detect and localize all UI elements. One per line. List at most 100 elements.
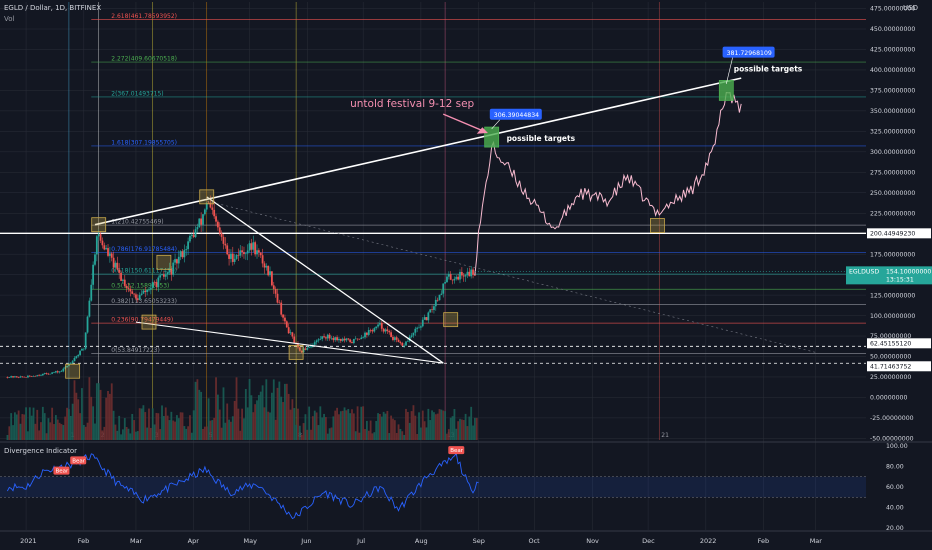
candle-body [38, 375, 41, 376]
volume-bar [168, 420, 171, 440]
volume-bar [122, 429, 124, 440]
volume-bar [440, 409, 443, 440]
volume-bar [365, 420, 368, 440]
candle-body [112, 257, 115, 268]
candle-body [135, 294, 137, 299]
price-flag-label: 306.39044834 [494, 112, 539, 119]
candle-body [32, 376, 35, 377]
volume-bar [300, 434, 303, 440]
festival-annotation: untold festival 9-12 sep [350, 98, 474, 110]
candle-body [267, 265, 270, 276]
candle-body [8, 377, 11, 378]
price-tick-label: 300.00000000 [870, 149, 915, 156]
candle-body [19, 376, 22, 378]
volume-bar [284, 383, 286, 440]
candle-body [73, 358, 76, 362]
price-flag-pointer [726, 57, 733, 84]
candle-body [470, 269, 473, 277]
volume-bar [285, 383, 288, 440]
candle-body [138, 294, 141, 300]
volume-bar [136, 431, 139, 440]
candle-body [388, 331, 391, 333]
volume-bar [43, 413, 46, 440]
candle-body [185, 249, 188, 250]
candle-body [274, 288, 277, 294]
fib-label: 0.5(132.15891653) [111, 283, 169, 290]
candle-body [466, 271, 469, 276]
volume-bar [144, 412, 147, 440]
volume-bar [129, 433, 132, 440]
volume-bar [393, 420, 396, 440]
volume-bar [248, 379, 251, 440]
candle-body [207, 202, 210, 204]
time-tick-label: Aug [415, 537, 428, 545]
volume-bar [112, 410, 115, 440]
candle-body [79, 350, 81, 355]
volume-bar [207, 398, 210, 440]
volume-bar [287, 393, 290, 440]
volume-bar [289, 409, 292, 440]
current-price-symbol: EGLDUSD [849, 268, 879, 275]
candle-body [423, 317, 426, 320]
volume-bar [224, 422, 227, 440]
candle-body [71, 361, 74, 363]
volume-bar [310, 429, 312, 440]
trendline-0 [94, 77, 742, 226]
candle-body [110, 253, 113, 258]
candle-body [427, 312, 430, 321]
volume-bar [114, 424, 117, 440]
volume-bar [12, 425, 14, 440]
volume-bar [345, 410, 348, 440]
candle-body [99, 234, 102, 241]
candle-body [289, 332, 292, 334]
volume-bar [6, 434, 9, 440]
candle-body [203, 209, 206, 215]
volume-bar [101, 430, 104, 440]
volume-bar [256, 400, 258, 440]
volume-bar [338, 414, 340, 440]
volume-bar [228, 419, 230, 440]
candle-body [276, 293, 279, 303]
price-tick-label: 450.00000000 [870, 26, 915, 33]
volume-bar [131, 413, 134, 440]
volume-bar [429, 420, 432, 440]
candle-body [431, 309, 433, 310]
level-axis-tag [867, 228, 931, 239]
volume-bar [54, 415, 57, 440]
price-tick-label: 25.00000000 [870, 374, 911, 381]
volume-bar [399, 428, 402, 440]
volume-bar [433, 412, 435, 440]
time-tick-label: Mar [130, 537, 143, 545]
volume-bar [451, 416, 454, 440]
volume-bar [99, 389, 102, 440]
volume-bar [15, 414, 18, 440]
volume-bar [397, 424, 400, 440]
candle-body [237, 255, 240, 256]
indicator-tick-label: 80.00 [886, 464, 904, 471]
volume-bar [259, 391, 262, 440]
candle-body [460, 271, 463, 276]
candle-body [256, 250, 258, 255]
volume-bar [390, 415, 392, 440]
volume-bar [120, 434, 122, 440]
volume-bar [261, 385, 264, 440]
volume-bar [427, 408, 430, 440]
volume-bar [45, 433, 48, 440]
candle-body [127, 288, 130, 290]
candle-body [179, 251, 182, 257]
volume-bar [408, 422, 411, 440]
volume-bar [380, 416, 383, 440]
volume-bar [146, 427, 149, 440]
candle-body [250, 243, 253, 250]
volume-bar [371, 433, 374, 440]
candle-body [77, 354, 80, 357]
candle-body [64, 367, 67, 369]
candle-body [45, 373, 48, 374]
candle-body [86, 316, 89, 333]
projection-line [474, 91, 742, 276]
candle-body [34, 376, 37, 377]
time-tick-label: May [244, 537, 258, 545]
volume-bar [23, 414, 26, 440]
volume-bar [269, 412, 271, 440]
